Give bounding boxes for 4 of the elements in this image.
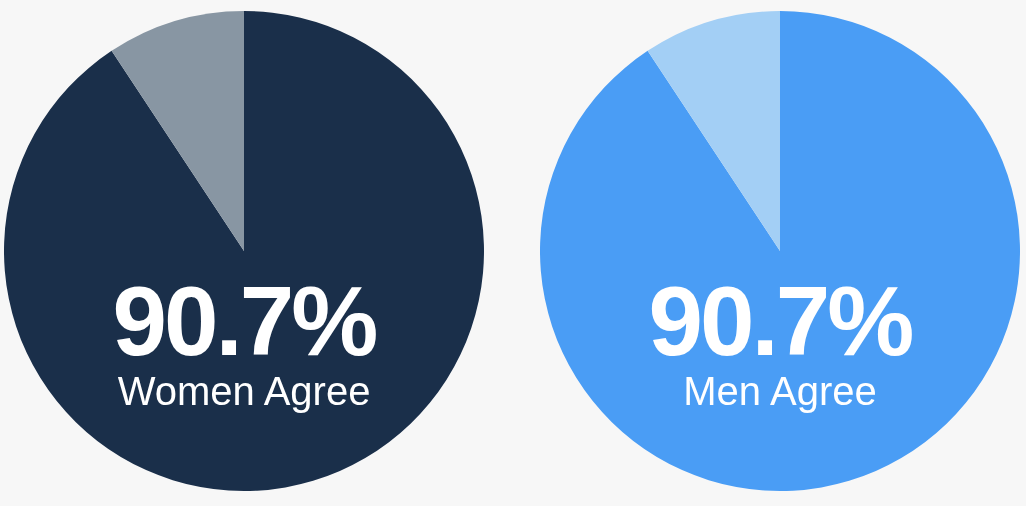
pie-slice xyxy=(540,11,1020,491)
pie-slice xyxy=(111,11,244,251)
pie-slice xyxy=(647,11,780,251)
pie-slice xyxy=(4,11,484,491)
